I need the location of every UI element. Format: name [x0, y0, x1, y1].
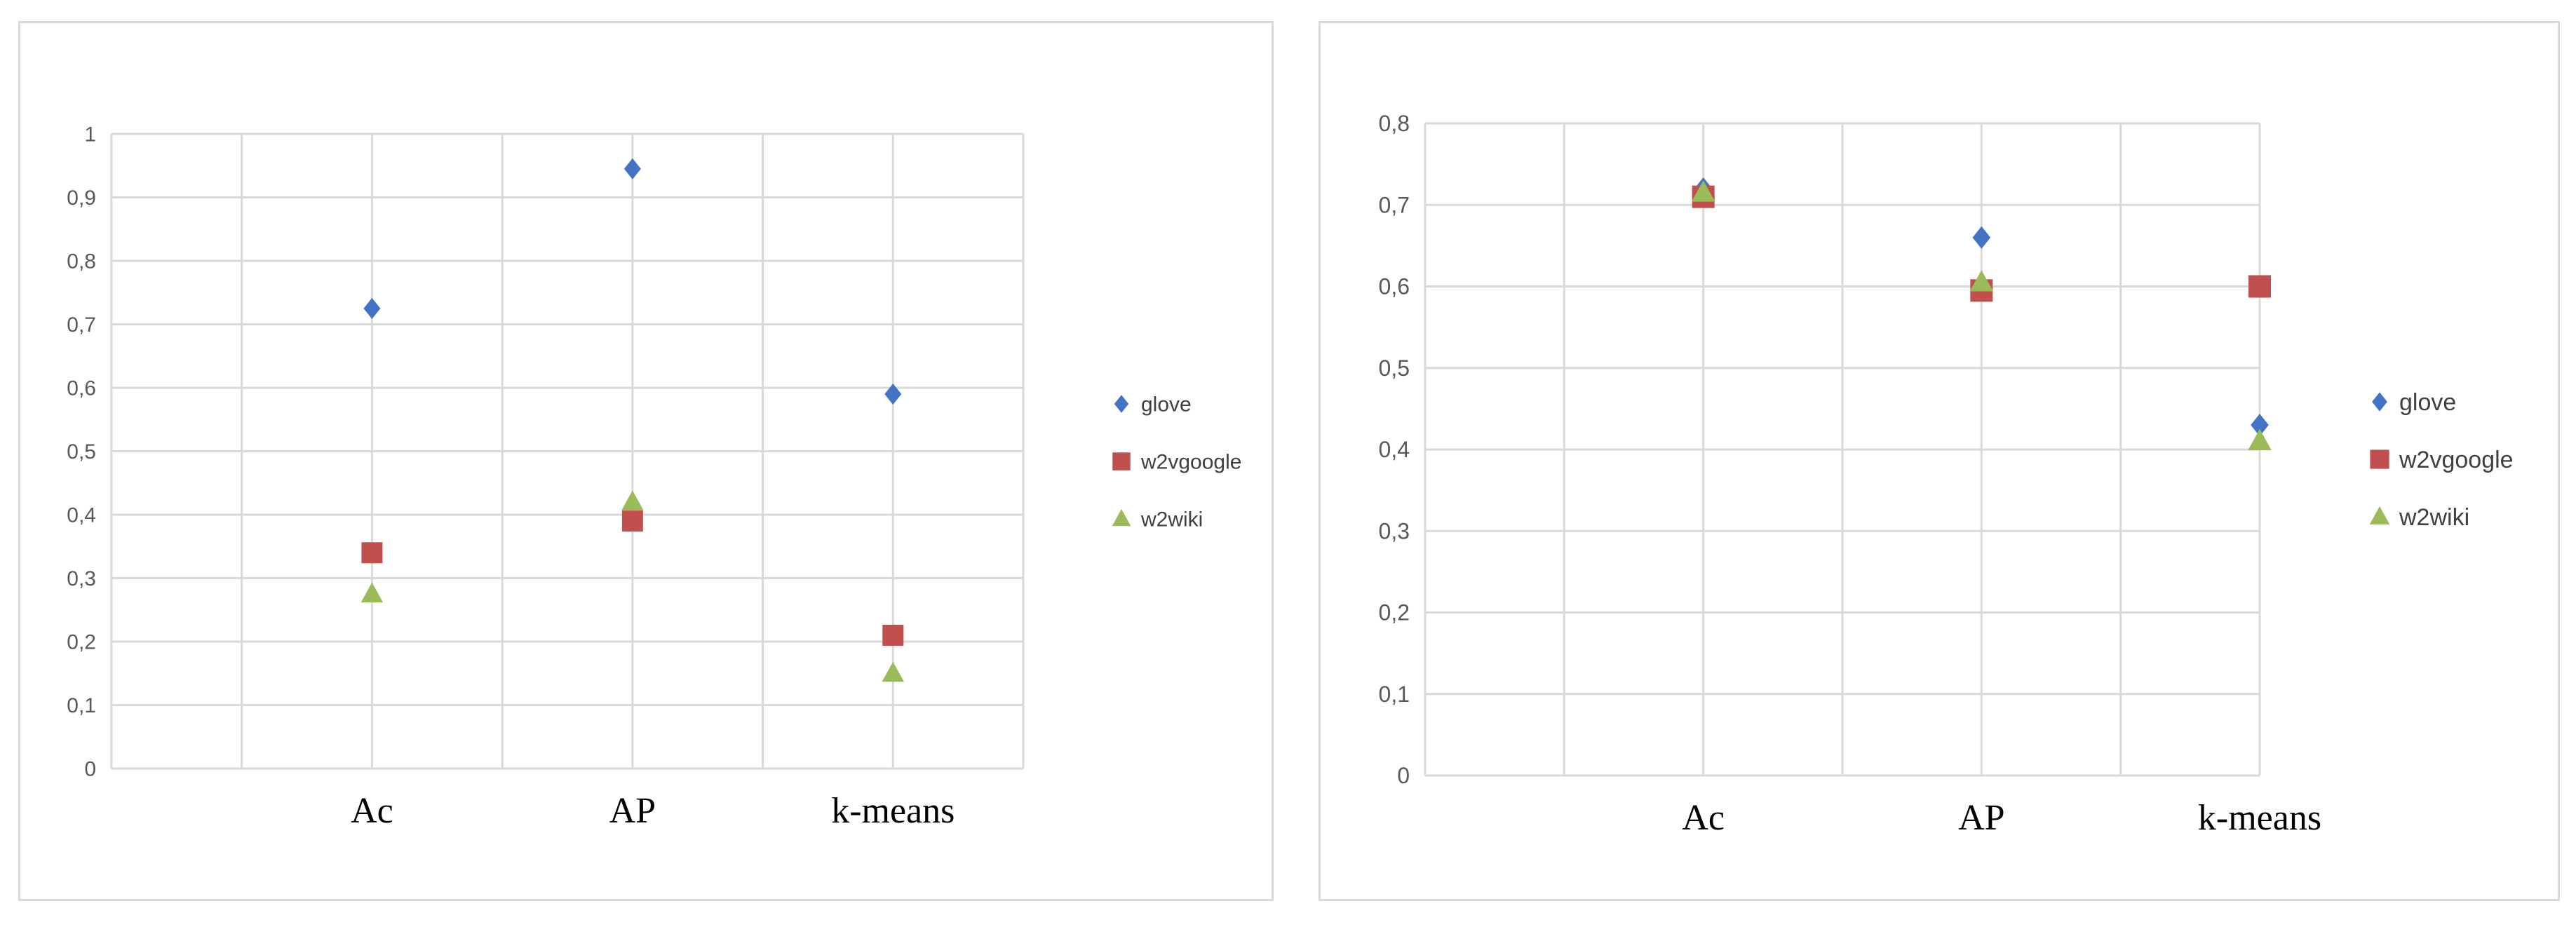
legend-marker-w2vgoogle: [2370, 449, 2389, 469]
y-tick-label: 0,2: [67, 631, 96, 654]
legend-label-w2wiki: w2wiki: [1140, 508, 1203, 532]
data-point-glove: [623, 158, 641, 180]
legend-label-w2wiki: w2wiki: [2399, 504, 2469, 531]
data-point-w2vgoogle: [882, 624, 904, 646]
y-tick-label: 0,3: [67, 567, 96, 590]
legend-marker-glove: [1114, 395, 1129, 413]
legend-marker-w2vgoogle: [1112, 452, 1131, 471]
y-tick-label: 0,9: [67, 187, 96, 210]
y-tick-label: 0,4: [1379, 437, 1410, 462]
y-tick-label: 0,1: [1379, 682, 1410, 707]
y-tick-label: 0,3: [1379, 518, 1410, 543]
y-tick-label: 0,5: [67, 440, 96, 464]
chart-right-svg: 0 0,1 0,2 0,3 0,4 0,5 0,6 0,7 0,8 Ac AP k-means glov…: [1379, 111, 2514, 838]
legend-marker-w2wiki: [2369, 506, 2390, 525]
legend-marker-glove: [2372, 392, 2387, 412]
y-tick-label: 0: [84, 758, 96, 781]
data-point-w2wiki: [360, 582, 384, 603]
x-category-label: Ac: [351, 791, 393, 831]
data-point-w2wiki: [1691, 180, 1715, 202]
y-tick-label: 0,1: [67, 694, 96, 717]
data-point-w2vgoogle: [621, 510, 643, 532]
y-tick-label: 1: [84, 123, 96, 147]
data-point-glove: [1972, 226, 1991, 249]
y-tick-label: 0,7: [1379, 192, 1410, 217]
y-tick-label: 0,6: [1379, 274, 1410, 299]
y-tick-label: 0,5: [1379, 356, 1410, 381]
chart-panel-left: 0 0,1 0,2 0,3 0,4 0,5 0,6 0,7 0,8 0,9 1 Ac AP k-means…: [18, 21, 1274, 901]
y-tick-label: 0,8: [67, 250, 96, 273]
legend-label-w2vgoogle: w2vgoogle: [2399, 447, 2514, 473]
chart-panel-right: 0 0,1 0,2 0,3 0,4 0,5 0,6 0,7 0,8 Ac AP k-means glov…: [1319, 21, 2560, 901]
x-category-label: k-means: [2198, 798, 2321, 838]
y-tick-label: 0,6: [67, 377, 96, 400]
x-category-label: AP: [609, 791, 656, 831]
data-point-w2vgoogle: [2248, 275, 2271, 298]
y-tick-label: 0,8: [1379, 111, 1410, 136]
data-point-w2wiki: [2248, 428, 2272, 451]
data-point-w2wiki: [882, 661, 905, 682]
data-point-w2wiki: [621, 490, 644, 510]
legend-label-glove: glove: [1141, 393, 1192, 417]
legend-label-w2vgoogle: w2vgoogle: [1140, 451, 1241, 474]
data-point-w2vgoogle: [361, 542, 383, 564]
x-category-label: AP: [1958, 798, 2004, 838]
legend-label-glove: glove: [2399, 389, 2456, 416]
data-point-w2wiki: [1969, 270, 1994, 292]
y-tick-label: 0,2: [1379, 600, 1410, 625]
legend-marker-w2wiki: [1112, 508, 1131, 527]
x-category-label: k-means: [831, 791, 955, 831]
y-tick-label: 0: [1397, 763, 1410, 788]
chart-left-svg: 0 0,1 0,2 0,3 0,4 0,5 0,6 0,7 0,8 0,9 1 Ac AP k-means…: [67, 123, 1241, 832]
y-tick-label: 0,7: [67, 313, 96, 337]
y-tick-label: 0,4: [67, 504, 96, 527]
x-category-label: Ac: [1682, 798, 1725, 838]
data-point-glove: [2251, 414, 2269, 437]
data-point-glove: [363, 297, 381, 319]
data-point-glove: [884, 384, 902, 405]
